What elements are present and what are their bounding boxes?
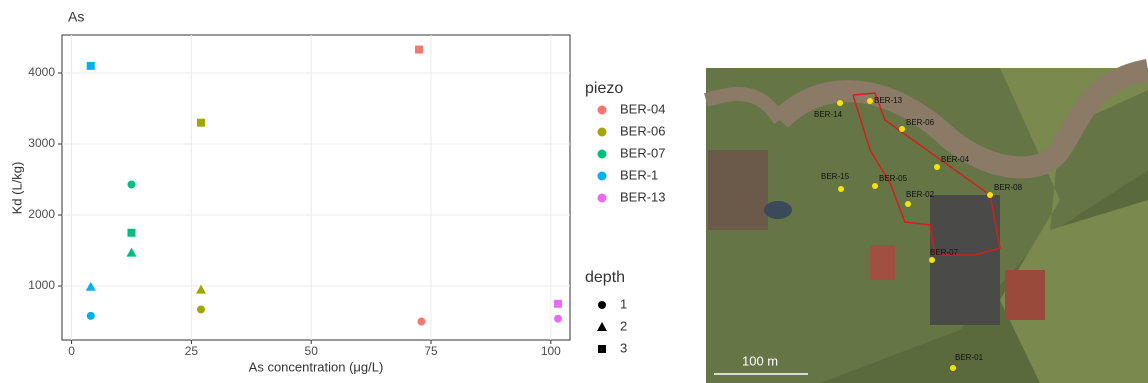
legend-label: BER-04: [620, 101, 666, 116]
legend-swatch: [598, 128, 607, 137]
well-marker: [867, 98, 873, 104]
well-label: BER-02: [906, 190, 935, 199]
x-tick-label: 25: [185, 344, 199, 358]
legend-swatch: [598, 194, 607, 203]
well-label: BER-14: [814, 110, 843, 119]
point: [417, 318, 425, 326]
legend-title: piezo: [585, 80, 623, 97]
well-label: BER-04: [941, 155, 970, 164]
point: [127, 180, 135, 188]
figure: As As concentration (μg/L) Kd (L/kg) pie…: [0, 0, 1148, 383]
legend-label: BER-13: [620, 189, 666, 204]
well-label: BER-05: [879, 174, 908, 183]
roof: [870, 245, 895, 280]
pond: [764, 201, 792, 219]
scale-label: 100 m: [742, 353, 778, 368]
point: [554, 300, 562, 308]
legend-swatch: [598, 106, 607, 115]
legend-swatch: [598, 301, 606, 309]
well-label: BER-01: [955, 353, 984, 362]
legend-swatch: [598, 172, 607, 181]
legend-swatch: [598, 150, 607, 159]
well-marker: [950, 365, 956, 371]
map: 100 m: [706, 68, 1148, 383]
x-axis-label: As concentration (μg/L): [249, 359, 384, 374]
y-tick-label: 2000: [28, 207, 55, 221]
well-label: BER-06: [906, 118, 935, 127]
page: As As concentration (μg/L) Kd (L/kg) pie…: [0, 0, 1148, 383]
point: [127, 229, 135, 237]
point: [415, 46, 423, 54]
well-label: BER-07: [930, 248, 959, 257]
x-tick-label: 50: [305, 344, 319, 358]
legend-label: 3: [620, 340, 627, 355]
chart-title: As: [68, 9, 84, 25]
x-tick-label: 0: [68, 344, 75, 358]
point: [554, 315, 562, 323]
legend-label: BER-06: [620, 123, 666, 138]
legend-label: BER-07: [620, 145, 666, 160]
point: [197, 119, 205, 127]
well-marker: [872, 183, 878, 189]
point: [87, 312, 95, 320]
well-marker: [929, 257, 935, 263]
well-marker: [934, 164, 940, 170]
legend-swatch: [598, 345, 606, 353]
y-tick-label: 4000: [28, 65, 55, 79]
well-marker: [837, 100, 843, 106]
well-label: BER-08: [994, 183, 1023, 192]
y-tick-label: 3000: [28, 136, 55, 150]
well-marker: [905, 201, 911, 207]
y-axis-label: Kd (L/kg): [9, 162, 24, 215]
legend-label: 1: [620, 296, 627, 311]
legend-swatch: [597, 322, 607, 331]
legend-label: BER-1: [620, 167, 658, 182]
x-tick-label: 75: [424, 344, 438, 358]
farm: [708, 150, 768, 230]
roof: [1005, 270, 1045, 320]
legend-label: 2: [620, 318, 627, 333]
point: [197, 305, 205, 313]
well-marker: [838, 186, 844, 192]
buildings: [930, 195, 1000, 325]
well-marker: [899, 126, 905, 132]
well-label: BER-13: [874, 96, 903, 105]
well-marker: [987, 192, 993, 198]
plot-panel: [62, 35, 570, 340]
x-tick-label: 100: [541, 344, 561, 358]
y-tick-label: 1000: [28, 278, 55, 292]
point: [87, 62, 95, 70]
legend-title: depth: [585, 269, 625, 286]
well-label: BER-15: [821, 172, 850, 181]
